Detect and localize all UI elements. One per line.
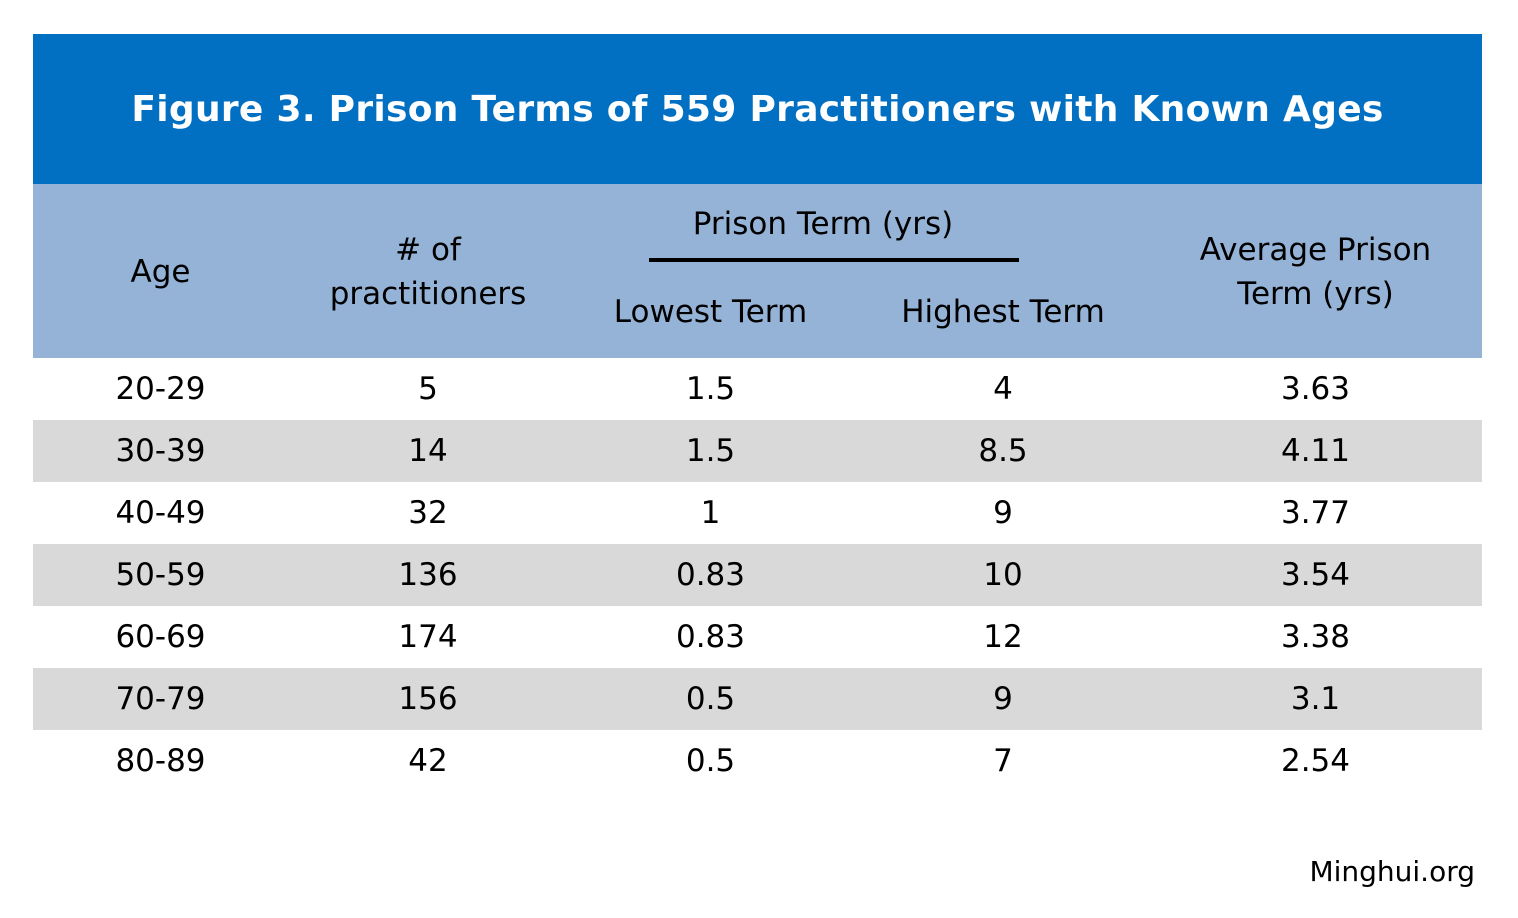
cell-age: 40-49 <box>115 495 206 531</box>
chart-title: Figure 3. Prison Terms of 559 Practition… <box>131 88 1384 130</box>
header-count-line2: practitioners <box>329 276 527 312</box>
cell-count: 156 <box>398 681 458 717</box>
title-bar: Figure 3. Prison Terms of 559 Practition… <box>33 34 1482 184</box>
source-credit: Minghui.org <box>1309 855 1475 888</box>
table-body: 20-29 5 1.5 4 3.63 30-39 14 1.5 8.5 4.11 40-49 32 1 9… <box>33 358 1482 792</box>
header-lowest-term: Lowest Term <box>613 294 808 330</box>
header-group-rule <box>649 258 1019 262</box>
table-row: 80-89 42 0.5 7 2.54 <box>33 730 1482 792</box>
table-row: 60-69 174 0.83 12 3.38 <box>33 606 1482 668</box>
cell-age: 70-79 <box>115 681 206 717</box>
cell-high: 10 <box>983 557 1023 593</box>
cell-count: 174 <box>398 619 458 655</box>
header-prison-term-group: Prison Term (yrs) <box>692 206 954 242</box>
cell-age: 50-59 <box>115 557 206 593</box>
cell-count: 32 <box>408 495 448 531</box>
cell-count: 5 <box>418 371 438 407</box>
cell-age: 60-69 <box>115 619 206 655</box>
cell-age: 30-39 <box>115 433 206 469</box>
table-row: 30-39 14 1.5 8.5 4.11 <box>33 420 1482 482</box>
cell-avg: 3.63 <box>1280 371 1351 407</box>
cell-avg: 3.1 <box>1290 681 1341 717</box>
cell-avg: 3.54 <box>1280 557 1351 593</box>
header-age: Age <box>130 254 191 290</box>
table-row: 40-49 32 1 9 3.77 <box>33 482 1482 544</box>
table-row: 20-29 5 1.5 4 3.63 <box>33 358 1482 420</box>
header-highest-term: Highest Term <box>901 294 1105 330</box>
cell-high: 8.5 <box>978 433 1028 469</box>
table-header: Age # of practitioners Prison Term (yrs)… <box>33 184 1482 358</box>
header-count: # of practitioners <box>303 228 553 316</box>
cell-avg: 3.38 <box>1280 619 1351 655</box>
cell-low: 1.5 <box>685 433 736 469</box>
cell-low: 1 <box>700 495 721 531</box>
cell-high: 9 <box>993 681 1013 717</box>
cell-avg: 4.11 <box>1280 433 1351 469</box>
table-row: 50-59 136 0.83 10 3.54 <box>33 544 1482 606</box>
header-average-line2: Term (yrs) <box>1237 276 1394 312</box>
header-count-line1: # of <box>395 232 461 268</box>
cell-avg: 3.77 <box>1280 495 1351 531</box>
cell-count: 14 <box>408 433 448 469</box>
header-average-term: Average Prison Term (yrs) <box>1173 228 1458 316</box>
cell-low: 0.5 <box>685 681 736 717</box>
cell-low: 0.83 <box>675 557 746 593</box>
cell-count: 136 <box>398 557 458 593</box>
cell-age: 20-29 <box>115 371 206 407</box>
cell-age: 80-89 <box>115 743 206 779</box>
cell-avg: 2.54 <box>1280 743 1351 779</box>
cell-low: 0.83 <box>675 619 746 655</box>
header-average-line1: Average Prison <box>1199 232 1432 268</box>
cell-high: 9 <box>993 495 1013 531</box>
cell-low: 0.5 <box>685 743 736 779</box>
cell-low: 1.5 <box>685 371 736 407</box>
cell-high: 7 <box>993 743 1013 779</box>
cell-count: 42 <box>408 743 448 779</box>
table-row: 70-79 156 0.5 9 3.1 <box>33 668 1482 730</box>
cell-high: 12 <box>983 619 1023 655</box>
cell-high: 4 <box>993 371 1013 407</box>
